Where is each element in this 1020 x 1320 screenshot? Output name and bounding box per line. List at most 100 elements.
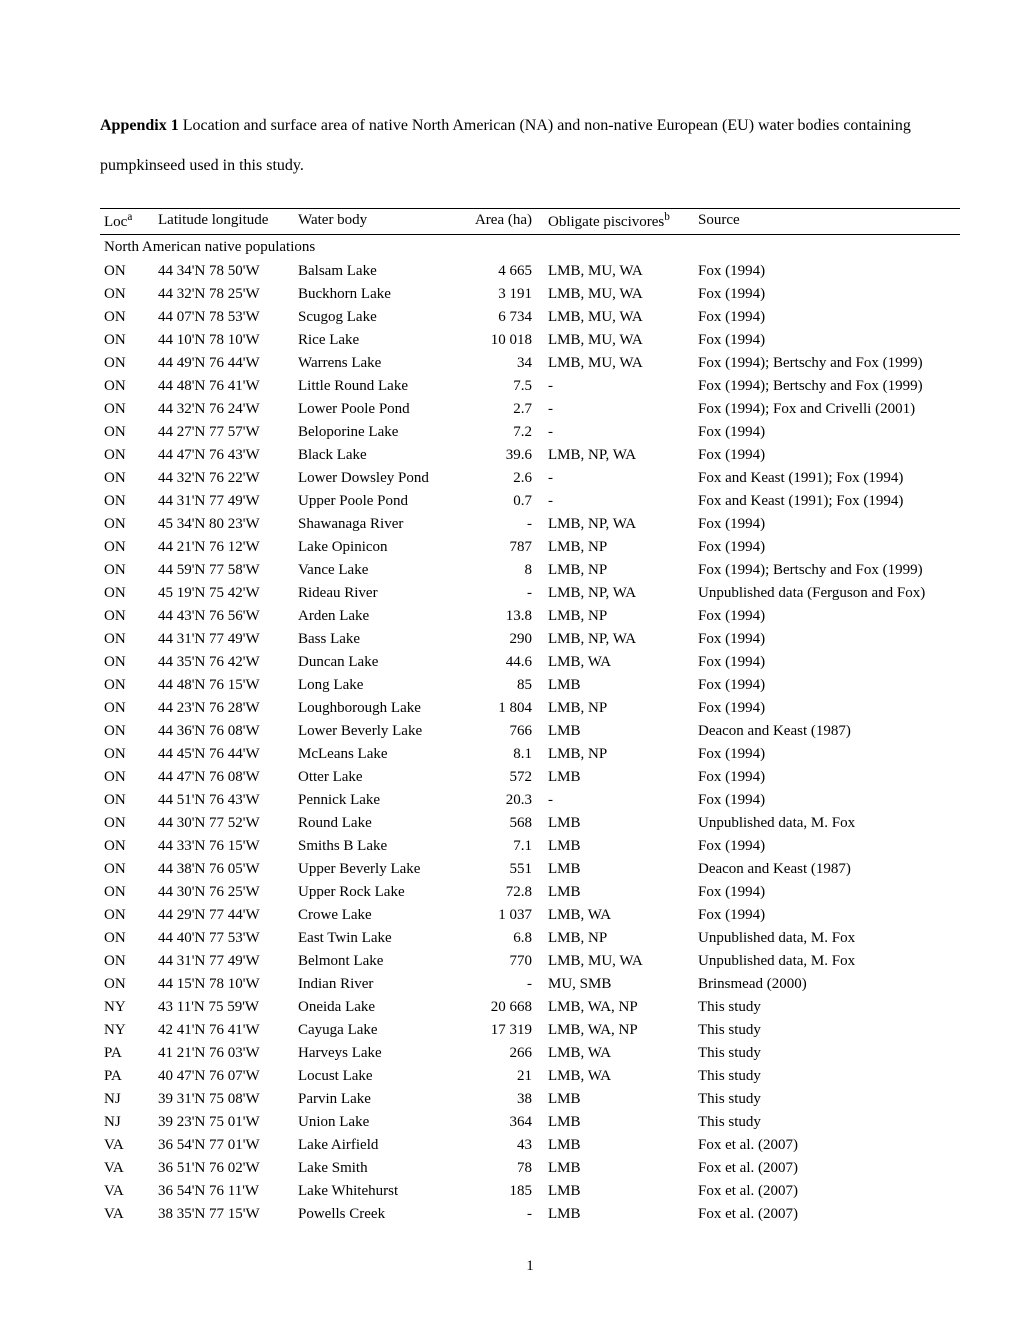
cell-wb: Indian River bbox=[294, 973, 469, 996]
cell-src: Fox (1994); Bertschy and Fox (1999) bbox=[694, 559, 960, 582]
cell-loc: NY bbox=[100, 996, 154, 1019]
cell-wb: Arden Lake bbox=[294, 605, 469, 628]
cell-lat: 42 41'N 76 41'W bbox=[154, 1019, 294, 1042]
table-row: ON44 15'N 78 10'WIndian River-MU, SMBBri… bbox=[100, 973, 960, 996]
table-row: ON44 10'N 78 10'WRice Lake10 018LMB, MU,… bbox=[100, 329, 960, 352]
cell-pisc: LMB, WA bbox=[544, 1042, 694, 1065]
cell-pisc: LMB bbox=[544, 812, 694, 835]
cell-pisc: LMB bbox=[544, 835, 694, 858]
cell-area: 38 bbox=[469, 1088, 544, 1111]
cell-pisc: - bbox=[544, 398, 694, 421]
cell-area: - bbox=[469, 973, 544, 996]
cell-loc: ON bbox=[100, 582, 154, 605]
cell-loc: ON bbox=[100, 467, 154, 490]
table-row: ON44 30'N 77 52'WRound Lake568LMBUnpubli… bbox=[100, 812, 960, 835]
cell-pisc: LMB, WA bbox=[544, 651, 694, 674]
cell-wb: Round Lake bbox=[294, 812, 469, 835]
cell-area: 266 bbox=[469, 1042, 544, 1065]
table-row: ON44 32'N 76 24'WLower Poole Pond2.7-Fox… bbox=[100, 398, 960, 421]
cell-pisc: LMB, MU, WA bbox=[544, 950, 694, 973]
table-row: ON44 32'N 78 25'WBuckhorn Lake3 191LMB, … bbox=[100, 283, 960, 306]
cell-wb: Powells Creek bbox=[294, 1203, 469, 1226]
cell-loc: ON bbox=[100, 329, 154, 352]
cell-lat: 44 33'N 76 15'W bbox=[154, 835, 294, 858]
cell-pisc: LMB, NP, WA bbox=[544, 444, 694, 467]
table-row: PA41 21'N 76 03'WHarveys Lake266LMB, WAT… bbox=[100, 1042, 960, 1065]
cell-pisc: LMB bbox=[544, 1111, 694, 1134]
cell-pisc: LMB, NP bbox=[544, 743, 694, 766]
cell-area: 766 bbox=[469, 720, 544, 743]
section-header-row: North American native populations bbox=[100, 235, 960, 261]
cell-src: Brinsmead (2000) bbox=[694, 973, 960, 996]
cell-wb: Lower Poole Pond bbox=[294, 398, 469, 421]
cell-pisc: LMB, NP, WA bbox=[544, 582, 694, 605]
cell-src: Fox (1994); Bertschy and Fox (1999) bbox=[694, 352, 960, 375]
cell-area: 44.6 bbox=[469, 651, 544, 674]
cell-wb: Parvin Lake bbox=[294, 1088, 469, 1111]
cell-area: - bbox=[469, 1203, 544, 1226]
cell-loc: ON bbox=[100, 283, 154, 306]
cell-lat: 44 32'N 76 24'W bbox=[154, 398, 294, 421]
cell-src: Fox (1994); Fox and Crivelli (2001) bbox=[694, 398, 960, 421]
cell-wb: Belmont Lake bbox=[294, 950, 469, 973]
cell-loc: ON bbox=[100, 628, 154, 651]
table-row: ON44 21'N 76 12'WLake Opinicon787LMB, NP… bbox=[100, 536, 960, 559]
cell-lat: 39 23'N 75 01'W bbox=[154, 1111, 294, 1134]
cell-area: 0.7 bbox=[469, 490, 544, 513]
cell-lat: 44 48'N 76 15'W bbox=[154, 674, 294, 697]
cell-pisc: LMB, WA bbox=[544, 1065, 694, 1088]
table-row: NJ39 31'N 75 08'WParvin Lake38LMBThis st… bbox=[100, 1088, 960, 1111]
cell-loc: ON bbox=[100, 421, 154, 444]
section-header-text: North American native populations bbox=[100, 235, 960, 261]
cell-lat: 44 07'N 78 53'W bbox=[154, 306, 294, 329]
cell-wb: Pennick Lake bbox=[294, 789, 469, 812]
cell-pisc: LMB, WA, NP bbox=[544, 996, 694, 1019]
cell-pisc: LMB bbox=[544, 881, 694, 904]
cell-src: Fox (1994) bbox=[694, 766, 960, 789]
cell-area: 20.3 bbox=[469, 789, 544, 812]
cell-wb: Vance Lake bbox=[294, 559, 469, 582]
table-row: ON44 31'N 77 49'WBass Lake290LMB, NP, WA… bbox=[100, 628, 960, 651]
header-row: Loca Latitude longitude Water body Area … bbox=[100, 209, 960, 235]
header-loc-sup: a bbox=[127, 211, 132, 223]
cell-wb: Harveys Lake bbox=[294, 1042, 469, 1065]
table-row: ON44 29'N 77 44'WCrowe Lake1 037LMB, WAF… bbox=[100, 904, 960, 927]
cell-loc: ON bbox=[100, 352, 154, 375]
cell-wb: Lake Opinicon bbox=[294, 536, 469, 559]
cell-wb: Smiths B Lake bbox=[294, 835, 469, 858]
cell-lat: 36 54'N 77 01'W bbox=[154, 1134, 294, 1157]
header-loc: Loca bbox=[100, 209, 154, 235]
cell-area: 568 bbox=[469, 812, 544, 835]
cell-area: 17 319 bbox=[469, 1019, 544, 1042]
cell-src: Fox (1994) bbox=[694, 697, 960, 720]
cell-loc: PA bbox=[100, 1065, 154, 1088]
cell-lat: 44 47'N 76 43'W bbox=[154, 444, 294, 467]
cell-loc: NJ bbox=[100, 1111, 154, 1134]
cell-loc: ON bbox=[100, 812, 154, 835]
cell-area: 43 bbox=[469, 1134, 544, 1157]
cell-wb: McLeans Lake bbox=[294, 743, 469, 766]
cell-loc: ON bbox=[100, 375, 154, 398]
cell-lat: 44 51'N 76 43'W bbox=[154, 789, 294, 812]
table-row: ON44 27'N 77 57'WBeloporine Lake7.2-Fox … bbox=[100, 421, 960, 444]
cell-area: - bbox=[469, 513, 544, 536]
cell-loc: ON bbox=[100, 260, 154, 283]
cell-src: Unpublished data, M. Fox bbox=[694, 927, 960, 950]
cell-area: 3 191 bbox=[469, 283, 544, 306]
cell-loc: VA bbox=[100, 1180, 154, 1203]
cell-src: Fox (1994) bbox=[694, 260, 960, 283]
cell-wb: Bass Lake bbox=[294, 628, 469, 651]
cell-area: 1 804 bbox=[469, 697, 544, 720]
cell-lat: 40 47'N 76 07'W bbox=[154, 1065, 294, 1088]
header-loc-text: Loc bbox=[104, 214, 127, 230]
cell-wb: Lake Airfield bbox=[294, 1134, 469, 1157]
cell-lat: 44 59'N 77 58'W bbox=[154, 559, 294, 582]
table-row: ON45 19'N 75 42'WRideau River-LMB, NP, W… bbox=[100, 582, 960, 605]
table-row: ON44 34'N 78 50'WBalsam Lake4 665LMB, MU… bbox=[100, 260, 960, 283]
cell-pisc: LMB, MU, WA bbox=[544, 306, 694, 329]
cell-area: 39.6 bbox=[469, 444, 544, 467]
cell-lat: 44 15'N 78 10'W bbox=[154, 973, 294, 996]
cell-loc: ON bbox=[100, 605, 154, 628]
table-row: ON44 31'N 77 49'WBelmont Lake770LMB, MU,… bbox=[100, 950, 960, 973]
cell-pisc: LMB, MU, WA bbox=[544, 260, 694, 283]
